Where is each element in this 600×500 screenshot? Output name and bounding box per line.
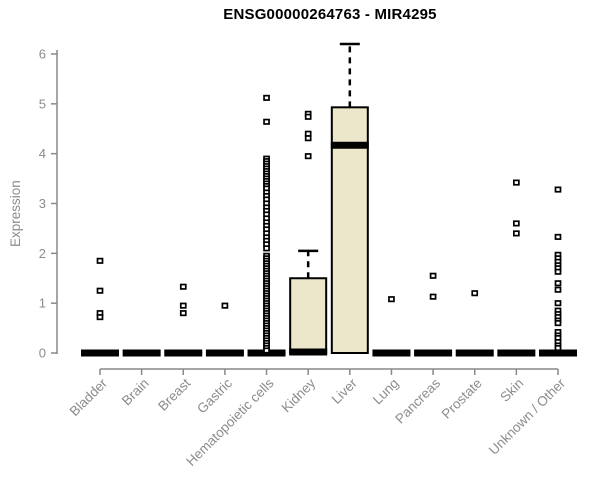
data-point — [513, 179, 520, 186]
y-tick-label: 5 — [39, 96, 46, 111]
collapsed-box-bar — [455, 349, 494, 357]
data-point — [96, 314, 104, 321]
data-point — [263, 245, 270, 252]
chart-title: ENSG00000264763 - MIR4295 — [223, 6, 437, 23]
y-tick-label: 2 — [39, 246, 46, 261]
data-point — [96, 287, 104, 294]
data-point — [554, 280, 562, 287]
data-point — [263, 94, 270, 101]
data-point — [304, 113, 312, 120]
data-point — [179, 283, 187, 290]
y-tick-label: 1 — [39, 296, 46, 311]
collapsed-box-bar — [81, 349, 119, 357]
data-point — [554, 186, 562, 193]
data-point — [554, 320, 562, 327]
data-point — [554, 344, 562, 352]
data-point — [513, 230, 520, 237]
collapsed-box-bar — [372, 349, 411, 357]
data-point — [388, 296, 395, 303]
x-tick-label: Kidney — [279, 375, 319, 415]
x-tick-label: Breast — [155, 375, 193, 413]
x-tick-label: Unknown / Other — [486, 375, 569, 458]
data-point — [554, 286, 562, 293]
collapsed-box-bar — [497, 349, 536, 357]
y-tick-label: 6 — [39, 47, 46, 62]
x-tick-label: Brain — [119, 376, 152, 409]
x-tick-label: Skin — [497, 376, 526, 405]
x-tick-label: Lung — [370, 376, 402, 408]
x-tick-label: Gastric — [194, 375, 235, 416]
collapsed-box-bar — [538, 349, 577, 357]
collapsed-box-bar — [205, 349, 244, 357]
data-point — [263, 118, 270, 125]
data-point — [429, 293, 437, 300]
data-point — [304, 153, 312, 160]
y-tick-label: 3 — [39, 196, 46, 211]
data-point — [179, 310, 187, 317]
data-point — [263, 347, 270, 354]
data-point — [554, 268, 562, 275]
collapsed-box-bar — [122, 349, 161, 357]
x-tick-label: Bladder — [67, 375, 111, 419]
y-tick-label: 4 — [39, 146, 46, 161]
data-point — [471, 290, 479, 297]
data-point — [221, 302, 229, 309]
box — [289, 277, 328, 354]
y-axis-label: Expression — [8, 180, 23, 247]
data-point — [96, 257, 104, 264]
x-tick-label: Prostate — [439, 376, 485, 422]
data-point — [554, 300, 562, 307]
data-point — [429, 272, 437, 279]
x-tick-label: Liver — [329, 375, 361, 407]
collapsed-box-bar — [414, 349, 453, 357]
y-tick-label: 0 — [39, 346, 46, 361]
data-point — [513, 220, 520, 227]
data-point — [304, 135, 312, 142]
data-point — [179, 302, 187, 309]
x-tick-label: Pancreas — [392, 375, 443, 426]
data-point — [554, 233, 562, 240]
collapsed-box-bar — [164, 349, 203, 357]
